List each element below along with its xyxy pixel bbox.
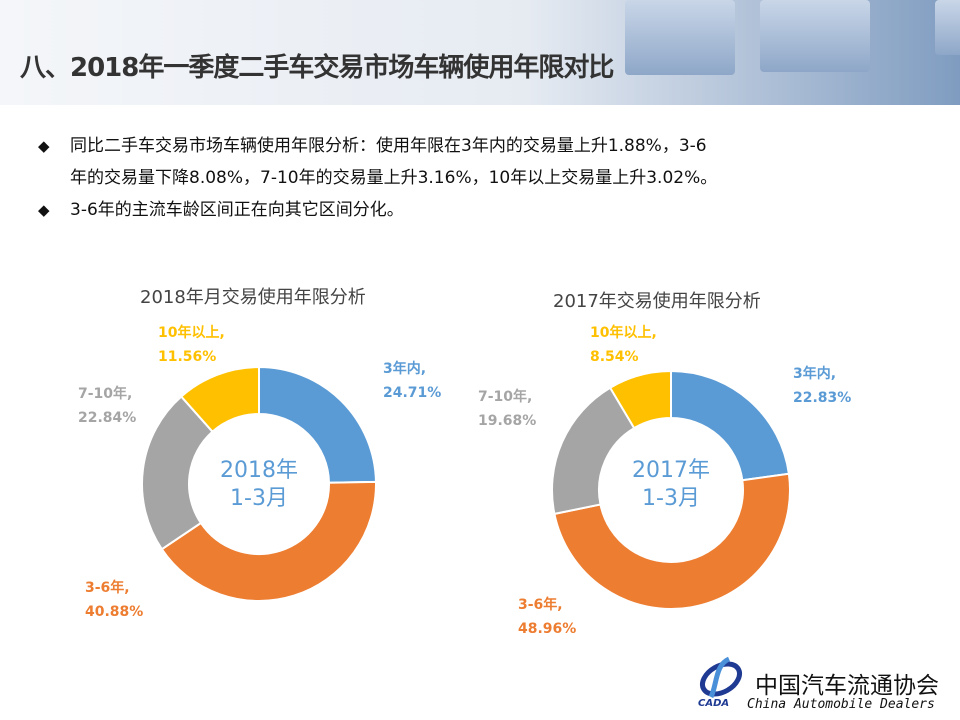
bullet-item: ◆ 同比二手车交易市场车辆使用年限分析：使用年限在3年内的交易量上升1.88%，3… <box>38 130 717 162</box>
data-label-10plus: 10年以上, 8.54% <box>590 325 657 365</box>
bullet-list: ◆ 同比二手车交易市场车辆使用年限分析：使用年限在3年内的交易量上升1.88%，3… <box>38 130 717 226</box>
chart-center-label: 2018年 1-3月 <box>199 457 319 513</box>
decorative-box <box>625 0 735 75</box>
bullet-text: 同比二手车交易市场车辆使用年限分析：使用年限在3年内的交易量上升1.88%，3-… <box>70 136 707 156</box>
chart-title: 2017年交易使用年限分析 <box>553 291 761 312</box>
header-banner: 八、2018年一季度二手车交易市场车辆使用年限对比 <box>0 0 960 105</box>
data-label-3yr: 3年内, 22.83% <box>793 366 852 406</box>
center-line: 2018年 <box>220 458 298 483</box>
slice-3-6yr <box>160 480 377 602</box>
decorative-box <box>760 0 870 72</box>
center-line: 1-3月 <box>642 486 700 511</box>
data-label-3-6yr: 3-6年, 48.96% <box>518 597 577 637</box>
bullet-item: ◆ 3-6年的主流车龄区间正在向其它区间分化。 <box>38 194 717 226</box>
diamond-bullet-icon: ◆ <box>38 201 50 219</box>
chart-center-label: 2017年 1-3月 <box>611 457 731 513</box>
data-label-3-6yr: 3-6年, 40.88% <box>85 580 144 620</box>
slice-10plus <box>608 369 672 430</box>
slice-3yr <box>258 365 377 484</box>
chart-title: 2018年月交易使用年限分析 <box>140 287 366 308</box>
center-line: 1-3月 <box>230 486 288 511</box>
diamond-bullet-icon: ◆ <box>38 137 50 155</box>
slice-10plus <box>179 365 260 434</box>
center-line: 2017年 <box>632 458 710 483</box>
logo-chinese-name: 中国汽车流通协会 <box>755 673 939 699</box>
logo-abbr: CADA <box>698 698 730 709</box>
data-label-3yr: 3年内, 24.71% <box>383 361 442 401</box>
page-title: 八、2018年一季度二手车交易市场车辆使用年限对比 <box>20 53 614 83</box>
data-label-7-10yr: 7-10年, 19.68% <box>478 389 537 429</box>
data-label-10plus: 10年以上, 11.56% <box>158 325 225 365</box>
cada-logo-icon <box>700 656 742 699</box>
slice-3-6yr <box>553 472 791 610</box>
data-label-7-10yr: 7-10年, 22.84% <box>78 386 137 426</box>
bullet-text: 年的交易量下降8.08%，7-10年的交易量上升3.16%，10年以上交易量上升… <box>70 168 718 188</box>
decorative-box <box>935 0 960 55</box>
logo-english-name: China Automobile Dealers <box>747 697 935 712</box>
bullet-text: 3-6年的主流车龄区间正在向其它区间分化。 <box>70 200 404 220</box>
